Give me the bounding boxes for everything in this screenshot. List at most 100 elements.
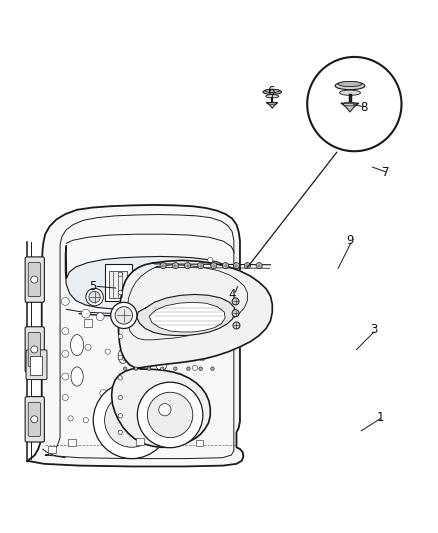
Circle shape xyxy=(118,312,123,317)
Ellipse shape xyxy=(118,349,128,364)
Circle shape xyxy=(307,57,402,151)
Circle shape xyxy=(202,411,208,417)
Circle shape xyxy=(118,272,123,277)
Ellipse shape xyxy=(154,319,168,338)
Circle shape xyxy=(140,368,145,373)
Circle shape xyxy=(188,324,197,333)
Circle shape xyxy=(189,385,196,392)
Circle shape xyxy=(68,416,73,421)
Circle shape xyxy=(232,298,239,305)
Text: 6: 6 xyxy=(267,85,274,99)
Ellipse shape xyxy=(263,90,282,94)
Circle shape xyxy=(201,423,206,429)
Circle shape xyxy=(83,417,88,423)
Polygon shape xyxy=(27,205,244,466)
Text: 8: 8 xyxy=(360,101,367,114)
Circle shape xyxy=(211,263,217,269)
Circle shape xyxy=(86,288,103,306)
Circle shape xyxy=(184,263,191,269)
Bar xyxy=(30,356,42,375)
Circle shape xyxy=(118,355,123,359)
Circle shape xyxy=(223,263,229,269)
Circle shape xyxy=(138,382,203,448)
Circle shape xyxy=(198,263,204,269)
Circle shape xyxy=(192,365,198,370)
Circle shape xyxy=(62,373,69,380)
Circle shape xyxy=(85,344,91,350)
Circle shape xyxy=(100,390,107,397)
Bar xyxy=(106,264,132,302)
Circle shape xyxy=(208,329,213,335)
Circle shape xyxy=(172,263,178,269)
Circle shape xyxy=(111,404,117,410)
Circle shape xyxy=(244,263,251,269)
Circle shape xyxy=(208,303,213,309)
FancyBboxPatch shape xyxy=(28,263,40,297)
Polygon shape xyxy=(112,261,272,447)
Text: 9: 9 xyxy=(346,234,354,247)
Circle shape xyxy=(123,356,128,361)
Ellipse shape xyxy=(268,102,277,104)
Bar xyxy=(84,319,92,327)
Circle shape xyxy=(118,430,123,434)
Polygon shape xyxy=(341,103,359,112)
Circle shape xyxy=(132,314,141,323)
Circle shape xyxy=(111,302,137,328)
Circle shape xyxy=(233,263,240,269)
Circle shape xyxy=(62,350,69,357)
Circle shape xyxy=(179,423,184,429)
Circle shape xyxy=(208,316,213,321)
Circle shape xyxy=(89,292,100,303)
Ellipse shape xyxy=(335,82,365,90)
Circle shape xyxy=(162,387,170,395)
Circle shape xyxy=(62,394,68,400)
Circle shape xyxy=(118,290,123,295)
Bar xyxy=(196,440,203,446)
Bar xyxy=(109,271,127,298)
FancyBboxPatch shape xyxy=(28,402,40,437)
Circle shape xyxy=(159,403,171,416)
Circle shape xyxy=(200,356,205,361)
Text: 5: 5 xyxy=(89,280,96,293)
Circle shape xyxy=(211,367,214,370)
Circle shape xyxy=(177,373,182,378)
Circle shape xyxy=(118,376,123,380)
Bar xyxy=(68,439,76,446)
Circle shape xyxy=(208,280,213,285)
Text: 7: 7 xyxy=(382,166,389,179)
Ellipse shape xyxy=(265,89,279,92)
Bar xyxy=(48,446,56,454)
Circle shape xyxy=(31,276,38,283)
Circle shape xyxy=(172,403,179,410)
FancyBboxPatch shape xyxy=(26,350,47,379)
Circle shape xyxy=(93,382,170,458)
Polygon shape xyxy=(137,294,235,335)
Circle shape xyxy=(153,420,158,425)
Text: 4: 4 xyxy=(228,288,236,301)
Polygon shape xyxy=(149,302,225,332)
Ellipse shape xyxy=(71,335,84,356)
FancyBboxPatch shape xyxy=(25,397,44,442)
Polygon shape xyxy=(267,103,278,108)
Circle shape xyxy=(105,349,110,354)
Circle shape xyxy=(115,306,133,324)
Circle shape xyxy=(173,367,177,370)
Circle shape xyxy=(145,320,153,328)
Bar xyxy=(171,343,179,350)
Circle shape xyxy=(105,393,159,447)
Circle shape xyxy=(118,406,134,422)
Circle shape xyxy=(148,405,154,411)
Circle shape xyxy=(96,313,104,321)
Circle shape xyxy=(31,416,38,423)
Circle shape xyxy=(118,395,123,400)
Circle shape xyxy=(132,406,139,413)
Circle shape xyxy=(105,422,110,427)
Circle shape xyxy=(62,328,69,335)
Circle shape xyxy=(118,334,123,338)
FancyBboxPatch shape xyxy=(25,327,44,372)
Circle shape xyxy=(118,414,123,418)
Ellipse shape xyxy=(339,90,360,95)
Ellipse shape xyxy=(71,367,83,386)
Ellipse shape xyxy=(136,374,145,386)
Polygon shape xyxy=(65,246,234,309)
